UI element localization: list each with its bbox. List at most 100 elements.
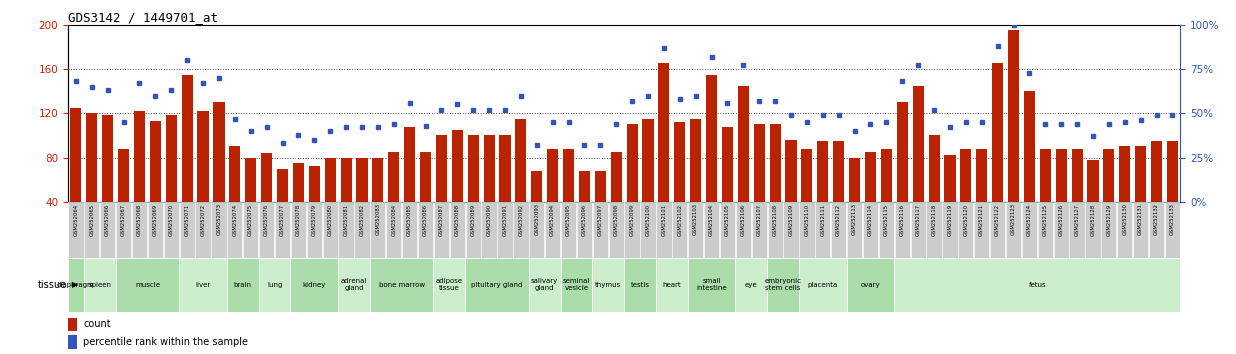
- Text: GSM252072: GSM252072: [200, 204, 205, 236]
- Bar: [928, 135, 939, 202]
- Bar: [849, 158, 860, 202]
- Bar: [148, 202, 163, 258]
- Bar: [434, 258, 465, 312]
- Text: GSM252107: GSM252107: [756, 204, 761, 236]
- Text: GSM252120: GSM252120: [963, 204, 968, 236]
- Text: GSM252106: GSM252106: [740, 204, 745, 236]
- Bar: [595, 171, 606, 202]
- Bar: [230, 147, 240, 202]
- Text: GSM252109: GSM252109: [789, 204, 794, 236]
- Bar: [754, 124, 765, 202]
- Bar: [1104, 149, 1115, 202]
- Bar: [339, 258, 370, 312]
- Bar: [897, 102, 907, 202]
- Bar: [608, 202, 624, 258]
- Text: heart: heart: [662, 282, 681, 288]
- Bar: [290, 202, 307, 258]
- Bar: [325, 158, 336, 202]
- Bar: [482, 202, 497, 258]
- Text: GSM252097: GSM252097: [598, 204, 603, 236]
- Bar: [656, 258, 687, 312]
- Text: GSM252126: GSM252126: [1059, 204, 1064, 236]
- Bar: [150, 121, 161, 202]
- Bar: [309, 166, 320, 202]
- Bar: [1088, 160, 1099, 202]
- Bar: [466, 202, 481, 258]
- Text: GSM252071: GSM252071: [184, 204, 189, 236]
- Bar: [1164, 202, 1180, 258]
- Bar: [293, 163, 304, 202]
- Text: GSM252133: GSM252133: [1170, 204, 1175, 235]
- Text: ovary: ovary: [860, 282, 880, 288]
- Text: kidney: kidney: [303, 282, 326, 288]
- Bar: [847, 258, 895, 312]
- Bar: [179, 202, 195, 258]
- Bar: [323, 202, 337, 258]
- Bar: [592, 258, 624, 312]
- Text: GSM252105: GSM252105: [726, 204, 730, 236]
- Bar: [68, 202, 84, 258]
- Text: GSM252115: GSM252115: [884, 204, 889, 236]
- Bar: [895, 202, 910, 258]
- Text: adipose
tissue: adipose tissue: [436, 279, 464, 291]
- Bar: [976, 149, 988, 202]
- Text: GSM252064: GSM252064: [73, 204, 78, 236]
- Bar: [593, 202, 608, 258]
- Bar: [418, 202, 433, 258]
- Text: GSM252089: GSM252089: [471, 204, 476, 236]
- Text: GSM252065: GSM252065: [89, 204, 94, 236]
- Bar: [738, 86, 749, 202]
- Bar: [895, 258, 1180, 312]
- Text: GSM252101: GSM252101: [661, 204, 666, 236]
- Text: GSM252123: GSM252123: [1011, 204, 1016, 235]
- Bar: [499, 135, 510, 202]
- Bar: [371, 202, 386, 258]
- Text: GSM252103: GSM252103: [693, 204, 698, 235]
- Text: liver: liver: [195, 282, 210, 288]
- Bar: [545, 202, 560, 258]
- Bar: [816, 202, 831, 258]
- Bar: [100, 202, 115, 258]
- Bar: [801, 149, 812, 202]
- Bar: [912, 86, 923, 202]
- Bar: [944, 155, 955, 202]
- Text: GSM252082: GSM252082: [360, 204, 365, 236]
- Bar: [561, 202, 576, 258]
- Bar: [863, 202, 878, 258]
- Bar: [578, 171, 590, 202]
- Bar: [513, 202, 529, 258]
- Bar: [690, 119, 701, 202]
- Bar: [1023, 91, 1035, 202]
- Bar: [116, 202, 131, 258]
- Text: salivary
gland: salivary gland: [531, 279, 559, 291]
- Text: GSM252085: GSM252085: [407, 204, 412, 236]
- Bar: [911, 202, 926, 258]
- Bar: [993, 63, 1004, 202]
- Text: GSM252094: GSM252094: [550, 204, 555, 236]
- Text: GSM252086: GSM252086: [423, 204, 428, 236]
- Text: GSM252130: GSM252130: [1122, 204, 1127, 235]
- Bar: [386, 202, 402, 258]
- Bar: [116, 258, 179, 312]
- Bar: [770, 124, 781, 202]
- Text: GSM252088: GSM252088: [455, 204, 460, 236]
- Bar: [119, 149, 130, 202]
- Text: GSM252074: GSM252074: [232, 204, 237, 236]
- Bar: [833, 141, 844, 202]
- Text: testis: testis: [630, 282, 650, 288]
- Bar: [548, 149, 559, 202]
- Bar: [784, 202, 798, 258]
- Text: GSM252102: GSM252102: [677, 204, 682, 236]
- Bar: [370, 258, 434, 312]
- Bar: [245, 158, 256, 202]
- Text: GSM252111: GSM252111: [821, 204, 826, 236]
- Bar: [166, 115, 177, 202]
- Text: brain: brain: [234, 282, 252, 288]
- Text: GSM252110: GSM252110: [805, 204, 810, 236]
- Text: GSM252093: GSM252093: [534, 204, 539, 235]
- Bar: [340, 158, 351, 202]
- Bar: [258, 258, 290, 312]
- Text: GSM252069: GSM252069: [153, 204, 158, 236]
- Text: diaphragm: diaphragm: [57, 282, 95, 288]
- Text: GSM252108: GSM252108: [772, 204, 777, 236]
